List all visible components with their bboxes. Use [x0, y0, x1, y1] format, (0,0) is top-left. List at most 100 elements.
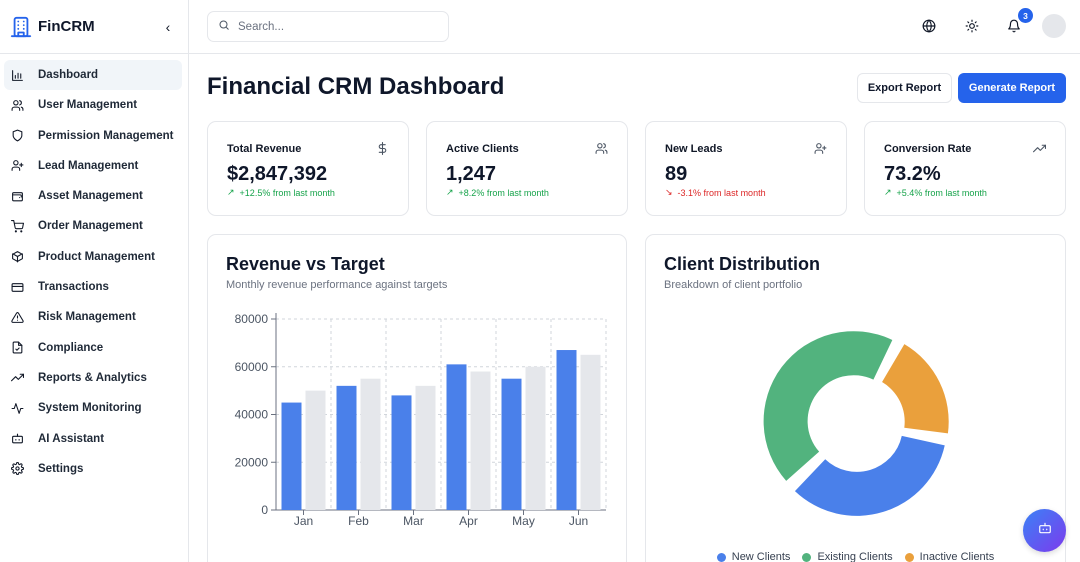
donut-slice-inactive-clients: [882, 344, 949, 434]
trending-up-icon: [10, 371, 24, 385]
stat-card-conversion-rate: Conversion Rate 73.2% ↗ +5.4% from last m…: [864, 121, 1066, 216]
card-subtitle: Monthly revenue performance against targ…: [226, 279, 448, 291]
arrow-down-right-icon: ↘: [665, 187, 673, 197]
client-donut-chart: [763, 331, 949, 516]
sidebar-item-order-management[interactable]: Order Management: [4, 211, 182, 241]
stat-change-text: +5.4% from last month: [896, 187, 987, 198]
revenue-bar: [391, 395, 412, 510]
sidebar-item-settings[interactable]: Settings: [4, 454, 182, 484]
sidebar-nav: Dashboard User Management Permission Man…: [0, 54, 188, 484]
legend-item[interactable]: New Clients: [716, 551, 791, 562]
alert-triangle-icon: [10, 310, 24, 324]
globe-icon[interactable]: [922, 19, 936, 33]
x-tick-label: Feb: [348, 514, 369, 528]
arrow-up-right-icon: ↗: [884, 187, 892, 197]
stat-change-text: +8.2% from last month: [458, 187, 549, 198]
bell-icon[interactable]: [1007, 19, 1021, 33]
stat-change-text: -3.1% from last month: [677, 187, 766, 198]
sidebar-item-label: Settings: [38, 462, 84, 475]
sidebar-item-label: User Management: [38, 99, 138, 112]
users-icon: [595, 142, 608, 155]
dollar-icon: [376, 142, 389, 155]
y-tick-label: 0: [261, 503, 268, 517]
sidebar-item-asset-management[interactable]: Asset Management: [4, 181, 182, 211]
sidebar-item-dashboard[interactable]: Dashboard: [4, 60, 182, 90]
x-tick-label: Mar: [403, 514, 424, 528]
search-box: [207, 11, 449, 42]
target-bar: [305, 390, 326, 510]
stat-change-text: +12.5% from last month: [239, 187, 335, 198]
sidebar-item-user-management[interactable]: User Management: [4, 90, 182, 120]
legend-swatch: [716, 552, 726, 562]
export-report-button[interactable]: Export Report: [857, 73, 952, 103]
card-subtitle: Breakdown of client portfolio: [664, 279, 803, 291]
card-title: Client Distribution: [664, 254, 820, 274]
legend-item[interactable]: Existing Clients: [802, 551, 893, 562]
avatar[interactable]: [1042, 14, 1066, 38]
page-title: Financial CRM Dashboard: [207, 73, 505, 100]
stat-change: ↗ +12.5% from last month: [227, 187, 335, 198]
x-tick-label: Jun: [569, 514, 588, 528]
chart-legend: New Clients Existing Clients Inactive Cl…: [646, 551, 1065, 562]
legend-label: New Clients: [731, 551, 791, 562]
stat-value: $2,847,392: [227, 163, 328, 185]
stat-card-total-revenue: Total Revenue $2,847,392 ↗ +12.5% from la…: [207, 121, 409, 216]
sidebar-item-risk-management[interactable]: Risk Management: [4, 302, 182, 332]
bot-icon: [10, 432, 24, 446]
generate-report-button[interactable]: Generate Report: [958, 73, 1066, 103]
sidebar-item-label: Dashboard: [38, 69, 99, 81]
sidebar-item-reports-analytics[interactable]: Reports & Analytics: [4, 363, 182, 393]
stat-label: Total Revenue: [227, 143, 302, 155]
sidebar-item-ai-assistant[interactable]: AI Assistant: [4, 424, 182, 454]
legend-item[interactable]: Inactive Clients: [904, 551, 994, 562]
y-tick-label: 80000: [235, 312, 269, 326]
stat-value: 73.2%: [884, 163, 941, 185]
client-distribution-card: Client Distribution Breakdown of client …: [645, 234, 1066, 562]
bar-chart-icon: [10, 68, 24, 82]
sidebar-item-label: Lead Management: [38, 159, 139, 172]
sidebar-item-compliance[interactable]: Compliance: [4, 333, 182, 363]
sidebar-item-label: Permission Management: [38, 129, 174, 142]
sidebar-item-system-monitoring[interactable]: System Monitoring: [4, 393, 182, 423]
sidebar-item-label: AI Assistant: [38, 432, 105, 445]
chevron-left-icon[interactable]: ‹: [165, 18, 171, 35]
donut-slice-existing-clients: [763, 331, 893, 481]
sidebar-item-permission-management[interactable]: Permission Management: [4, 121, 182, 151]
target-bar: [415, 385, 436, 510]
target-bar: [525, 366, 546, 510]
revenue-bar: [556, 350, 577, 510]
ai-assistant-button[interactable]: [1023, 509, 1066, 552]
sidebar-item-label: Transactions: [38, 281, 109, 294]
bot-icon: [1038, 521, 1052, 540]
y-tick-label: 40000: [235, 408, 269, 422]
x-tick-label: May: [512, 514, 535, 528]
revenue-bar-chart: 0 20000 40000 60000 80000 Jan Feb Mar Apr May Jun: [235, 312, 607, 528]
stat-value: 89: [665, 163, 688, 185]
legend-swatch: [802, 552, 812, 562]
sun-icon[interactable]: [965, 19, 979, 33]
wallet-icon: [10, 189, 24, 203]
x-tick-label: Apr: [459, 514, 478, 528]
user-plus-icon: [814, 142, 827, 155]
sidebar-item-product-management[interactable]: Product Management: [4, 242, 182, 272]
stat-label: Active Clients: [446, 143, 519, 155]
revenue-bar: [446, 364, 467, 510]
search-icon: [218, 18, 230, 36]
sidebar-item-transactions[interactable]: Transactions: [4, 272, 182, 302]
legend-label: Existing Clients: [817, 551, 893, 562]
sidebar-item-label: Order Management: [38, 220, 143, 233]
users-icon: [10, 98, 24, 112]
sidebar-item-label: Asset Management: [38, 190, 143, 203]
search-input[interactable]: [238, 20, 438, 33]
sidebar-item-label: Product Management: [38, 250, 155, 263]
brand: FinCRM ‹: [0, 0, 188, 54]
sidebar-item-label: Reports & Analytics: [38, 371, 147, 384]
stat-change: ↗ +5.4% from last month: [884, 187, 987, 198]
revenue-bar: [281, 402, 302, 510]
shield-icon: [10, 129, 24, 143]
topbar: 3: [189, 0, 1080, 54]
trending-up-icon: [1033, 142, 1046, 155]
donut-slice-new-clients: [794, 435, 945, 516]
target-bar: [360, 378, 381, 510]
sidebar-item-lead-management[interactable]: Lead Management: [4, 151, 182, 181]
